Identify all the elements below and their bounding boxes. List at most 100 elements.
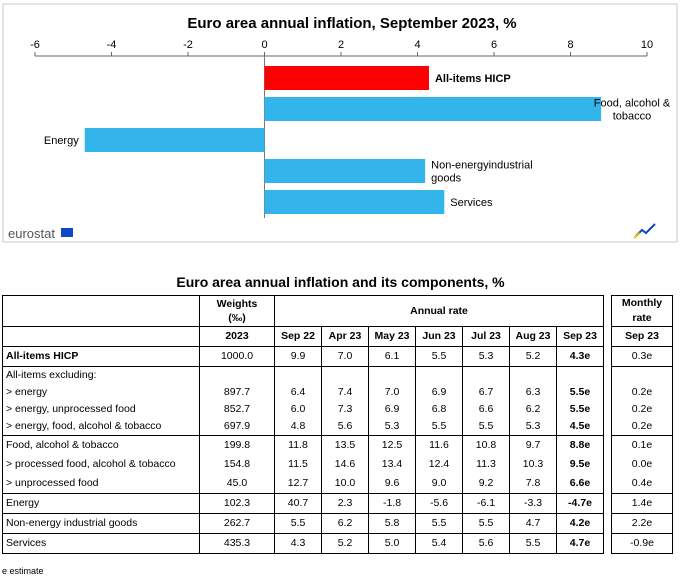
bar-all-items-hicp (264, 66, 429, 90)
table-row: Energy 102.3 40.7 2.3 -1.8 -5.6 -6.1 -3.3 -4.7e 1… (2, 493, 673, 514)
monthly-cell: 2.2e (611, 513, 673, 534)
monthly-cell: 1.4e (611, 493, 673, 514)
monthly-header-line1: Monthly (621, 297, 663, 309)
header-row-1: Weights (‰) Annual rate Monthly rate (2, 295, 673, 327)
bar-non-energy-industrial-goods (264, 159, 426, 183)
rate-cell: 6.9 (415, 384, 463, 401)
rate-cell: 7.0 (368, 384, 416, 401)
rate-cell: 5.3 (509, 418, 557, 436)
table-row: > energy, unprocessed food 852.7 6.0 7.3 6.9… (2, 401, 673, 418)
row-label: All-items HICP (2, 346, 200, 367)
rate-cell: 9.2 (462, 474, 510, 494)
weight-cell: 102.3 (199, 493, 275, 514)
rate-cell (274, 366, 322, 384)
rate-cell: 5.3 (462, 346, 510, 367)
month-header: Jul 23 (462, 326, 510, 347)
rate-cell: 8.8e (556, 435, 604, 455)
rate-cell: 5.5 (462, 513, 510, 534)
rate-cell: 7.3 (321, 401, 369, 418)
rate-cell: 5.5 (509, 533, 557, 554)
weight-cell: 199.8 (199, 435, 275, 455)
rate-cell: -6.1 (462, 493, 510, 514)
weights-year: 2023 (199, 326, 275, 347)
monthly-cell: -0.9e (611, 533, 673, 554)
rate-cell: 5.5e (556, 401, 604, 418)
row-gap (604, 347, 612, 367)
rate-cell: 4.2e (556, 513, 604, 534)
annual-rate-header: Annual rate (274, 295, 604, 327)
monthly-cell: 0.2e (611, 401, 673, 418)
rate-cell: 13.4 (368, 455, 416, 474)
x-tick-label: 4 (414, 39, 420, 51)
rate-cell: 5.5 (462, 418, 510, 436)
weight-cell: 852.7 (199, 401, 275, 418)
rate-cell: 6.7 (462, 384, 510, 401)
monthly-cell: 0.4e (611, 474, 673, 494)
rate-cell (321, 366, 369, 384)
inflation-bar-chart: Euro area annual inflation, September 20… (0, 0, 681, 244)
weight-cell: 1000.0 (199, 346, 275, 367)
rate-cell: 5.5 (415, 418, 463, 436)
header-gap-2 (604, 327, 612, 347)
rate-cell (556, 366, 604, 384)
rate-cell: 4.5e (556, 418, 604, 436)
rate-cell: 12.5 (368, 435, 416, 455)
table-title: Euro area annual inflation and its compo… (176, 274, 505, 290)
rate-cell: 11.5 (274, 455, 322, 474)
row-gap (604, 367, 612, 385)
rate-cell: 2.3 (321, 493, 369, 514)
x-tick-label: -4 (107, 39, 117, 51)
weight-cell: 697.9 (199, 418, 275, 436)
rate-cell: 40.7 (274, 493, 322, 514)
rate-cell: 9.0 (415, 474, 463, 494)
row-label: All-items excluding: (2, 366, 200, 384)
weights-header-label: Weights (216, 298, 258, 310)
table-row: All-items excluding: (2, 366, 673, 385)
month-header: Jun 23 (415, 326, 463, 347)
rate-cell: 14.6 (321, 455, 369, 474)
rate-cell: -1.8 (368, 493, 416, 514)
eu-flag-icon (61, 228, 73, 237)
row-gap (604, 494, 612, 514)
monthly-rate-header: Monthly rate (611, 295, 673, 327)
row-label: Food, alcohol & tobacco (2, 435, 200, 455)
row-label: > energy (2, 384, 200, 401)
rate-cell: 4.8 (274, 418, 322, 436)
chart-svg: Euro area annual inflation, September 20… (2, 3, 678, 243)
rate-cell: 10.0 (321, 474, 369, 494)
table-row: > unprocessed food 45.0 12.7 10.0 9.6 9.0 9.2 7… (2, 474, 673, 494)
rate-cell: 4.7 (509, 513, 557, 534)
rate-cell: 4.3 (274, 533, 322, 554)
x-tick-label: 0 (261, 39, 267, 51)
rate-cell: 5.2 (321, 533, 369, 554)
rate-cell: 6.4 (274, 384, 322, 401)
rate-cell: 10.3 (509, 455, 557, 474)
rate-cell: 5.6 (462, 533, 510, 554)
category-label: Non-energyindustrial goods (431, 160, 533, 185)
weight-cell: 262.7 (199, 513, 275, 534)
month-header: Apr 23 (321, 326, 369, 347)
rate-cell (462, 366, 510, 384)
rate-cell: -4.7e (556, 493, 604, 514)
rate-cell: 11.8 (274, 435, 322, 455)
header-row-2: 2023 Sep 22 Apr 23 May 23 Jun 23 Jul 23 Aug 2… (2, 326, 673, 347)
weights-unit: (‰) (228, 312, 246, 324)
rate-cell: 12.4 (415, 455, 463, 474)
monthly-header-line2: rate (632, 312, 652, 324)
x-tick-label: -2 (183, 39, 193, 51)
weight-cell: 154.8 (199, 455, 275, 474)
monthly-cell: 0.0e (611, 455, 673, 474)
inflation-components-table: Weights (‰) Annual rate Monthly rate 202… (2, 295, 673, 554)
monthly-month-header: Sep 23 (611, 326, 673, 347)
x-tick-label: -6 (30, 39, 40, 51)
monthly-cell (611, 366, 673, 384)
row-label: > energy, unprocessed food (2, 401, 200, 418)
rate-cell: 11.6 (415, 435, 463, 455)
rate-cell: 7.0 (321, 346, 369, 367)
rate-cell: 4.3e (556, 346, 604, 367)
rate-cell: 6.2 (509, 401, 557, 418)
rate-cell: 5.5 (415, 513, 463, 534)
rate-cell: 5.5 (415, 346, 463, 367)
rate-cell (509, 366, 557, 384)
month-header: Sep 23 (556, 326, 604, 347)
